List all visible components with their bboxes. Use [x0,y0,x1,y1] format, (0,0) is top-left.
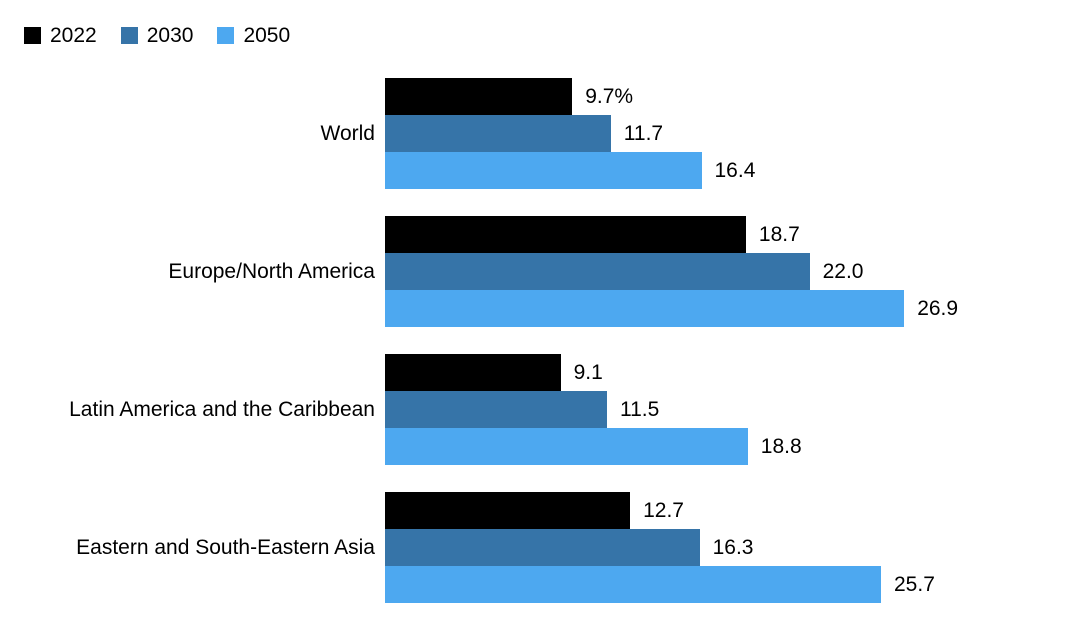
bar-latam-2022 [385,354,561,391]
bar-value-label: 11.5 [620,397,660,421]
legend-label-2030: 2030 [146,24,194,47]
bar-row: 9.7% [385,78,1072,115]
bar-value-label: 18.8 [760,434,802,458]
bar-row: 25.7 [385,566,1072,603]
bar-europe-2022 [385,216,746,253]
legend-label-2022: 2022 [50,24,97,47]
bar-value-label: 25.7 [894,572,935,596]
bar-asia-2022 [385,492,631,529]
bar-latam-2050 [385,428,748,465]
bar-value-label: 22.0 [822,259,864,283]
bar-group-europe-north-america: Europe/North America 18.7 22.0 26.9 [0,216,1072,327]
bar-row: 9.1 [385,354,1072,391]
bar-value-label: 26.9 [917,296,959,320]
bar-row: 11.7 [385,115,1072,152]
legend-swatch-2022-icon [24,27,41,44]
bar-value-label: 12.7 [643,498,684,522]
bar-latam-2030 [385,391,607,428]
legend-item-2022: 2022 [24,25,97,46]
bar-stack: 9.1 11.5 18.8 [385,354,1072,465]
bar-value-label: 11.7 [623,121,664,145]
bar-value-label: 9.1 [573,360,603,384]
bar-row: 12.7 [385,492,1072,529]
category-label-eastern-south-eastern-asia: Eastern and South-Eastern Asia [76,535,375,559]
bar-value-label: 16.4 [714,158,756,182]
bar-row: 16.4 [385,152,1072,189]
legend-swatch-2050-icon [217,27,235,44]
bar-group-eastern-south-eastern-asia: Eastern and South-Eastern Asia 12.7 16.3… [0,492,1072,603]
bar-row: 26.9 [385,290,1072,327]
bar-row: 11.5 [385,391,1072,428]
legend-swatch-2030-icon [120,27,138,44]
bar-asia-2050 [385,566,881,603]
bar-row: 22.0 [385,253,1072,290]
bar-europe-2030 [385,253,810,290]
category-label-latin-america-caribbean: Latin America and the Caribbean [69,397,375,421]
bar-row: 18.8 [385,428,1072,465]
legend: 2022 2030 2050 [24,25,290,46]
bar-asia-2030 [385,529,700,566]
legend-item-2030: 2030 [120,24,194,47]
category-label-europe-north-america: Europe/North America [168,259,375,283]
bar-stack: 9.7% 11.7 16.4 [385,78,1072,189]
bar-value-label: 9.7% [585,84,634,108]
legend-item-2050: 2050 [217,25,290,46]
bar-world-2050 [385,152,702,189]
bar-stack: 12.7 16.3 25.7 [385,492,1072,603]
bar-value-label: 16.3 [712,535,754,559]
category-label-world: World [320,121,375,145]
bar-europe-2050 [385,290,905,327]
bar-group-world: World 9.7% 11.7 16.4 [0,78,1072,189]
plot-area: World 9.7% 11.7 16.4 Europe/North Americ… [0,78,1072,630]
bar-stack: 18.7 22.0 26.9 [385,216,1072,327]
bar-group-latin-america-caribbean: Latin America and the Caribbean 9.1 11.5… [0,354,1072,465]
bar-world-2022 [385,78,573,115]
bar-world-2030 [385,115,611,152]
bar-row: 18.7 [385,216,1072,253]
legend-label-2050: 2050 [243,24,291,47]
bar-value-label: 18.7 [758,222,800,246]
bar-row: 16.3 [385,529,1072,566]
